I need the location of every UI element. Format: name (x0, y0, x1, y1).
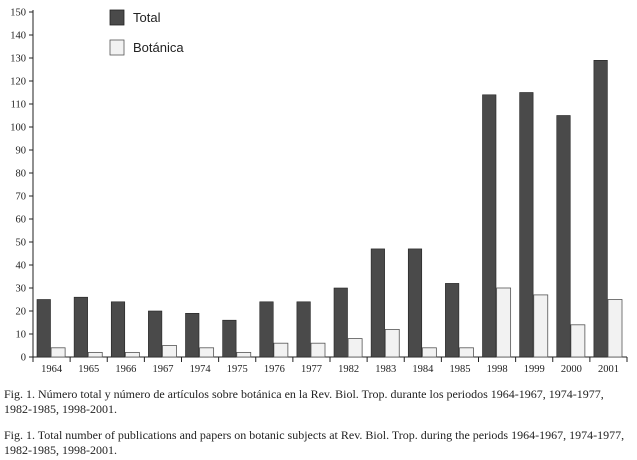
bar-total (148, 310, 163, 358)
x-category-label: 1967 (152, 364, 173, 375)
bar-total (222, 319, 237, 358)
x-category-label: 1977 (301, 364, 322, 375)
x-category-label: 1985 (449, 364, 470, 375)
bar-total (110, 301, 126, 358)
bar-botanica (570, 324, 586, 358)
y-tick-label: 110 (11, 100, 26, 111)
x-category-label: 1974 (190, 364, 212, 375)
y-tick-label: 130 (10, 54, 26, 65)
bar-total (556, 115, 571, 358)
bar-total (36, 299, 51, 358)
y-tick-label: 150 (10, 8, 26, 19)
bar-botanica (496, 287, 512, 358)
bar-total (482, 94, 497, 358)
bar-botanica (162, 345, 177, 358)
legend-label: Total (133, 10, 161, 25)
bar-total (73, 296, 88, 358)
x-category-label: 1966 (115, 364, 136, 375)
chart-axes: 0 10 20 30 40 50 60 70 80 90 100 110 120 130 140 150 196… (10, 8, 628, 375)
x-category-label: 1998 (487, 364, 508, 375)
bar-botanica (607, 299, 623, 358)
y-tick-label: 0 (21, 353, 26, 364)
bar-botanica (199, 347, 215, 358)
x-category-label: 2000 (561, 364, 582, 375)
x-category-label: 1982 (338, 364, 359, 375)
bar-total (333, 287, 348, 358)
x-category-label: 2001 (598, 364, 619, 375)
x-category-label: 1999 (524, 364, 545, 375)
x-category-label: 1965 (78, 364, 99, 375)
bar-total (185, 312, 200, 358)
bar-total (296, 301, 311, 358)
bar-botanica (273, 342, 289, 358)
bar-botanica (384, 328, 400, 358)
bar-total (259, 301, 274, 358)
bar-botanica (87, 351, 103, 358)
y-tick-label: 140 (10, 31, 26, 42)
y-tick-label: 40 (16, 261, 27, 272)
x-category-label: 1975 (227, 364, 248, 375)
y-tick-label: 20 (16, 307, 27, 318)
y-tick-label: 90 (16, 146, 27, 157)
x-category-label: 1984 (412, 364, 434, 375)
bar-botanica (236, 351, 252, 358)
bar-total (593, 59, 608, 358)
y-tick-label: 70 (16, 192, 27, 203)
bar-botanica (459, 347, 474, 358)
y-tick-label: 60 (16, 215, 27, 226)
chart-legend: Total Botánica (109, 9, 184, 56)
bar-botanica (533, 294, 549, 358)
y-tick-label: 80 (16, 169, 27, 180)
x-category-label: 1964 (41, 364, 63, 375)
bar-total (519, 92, 534, 358)
y-tick-label: 120 (10, 77, 26, 88)
y-tick-label: 50 (16, 238, 27, 249)
bar-botanica (124, 351, 140, 358)
legend-swatch (109, 39, 125, 56)
bar-chart: 0 10 20 30 40 50 60 70 80 90 100 110 120 130 140 150 196… (10, 8, 628, 375)
bar-botanica (347, 338, 363, 358)
figure-caption-spanish: Fig. 1. Número total y número de artícul… (4, 387, 604, 416)
y-tick-label: 30 (16, 284, 27, 295)
figure-caption-english: Fig. 1. Total number of publications and… (4, 428, 625, 457)
x-category-label: 1976 (264, 364, 285, 375)
legend-swatch (109, 9, 125, 26)
bar-botanica (421, 347, 437, 358)
y-tick-label: 10 (16, 330, 27, 341)
chart-bars (36, 59, 623, 358)
legend-label: Botánica (133, 40, 184, 55)
bar-total (445, 283, 460, 358)
y-tick-label: 100 (10, 123, 26, 134)
x-category-label: 1983 (375, 364, 396, 375)
bar-total (407, 248, 423, 358)
bar-botanica (50, 347, 66, 358)
bar-botanica (310, 342, 326, 358)
bar-total (370, 248, 385, 358)
